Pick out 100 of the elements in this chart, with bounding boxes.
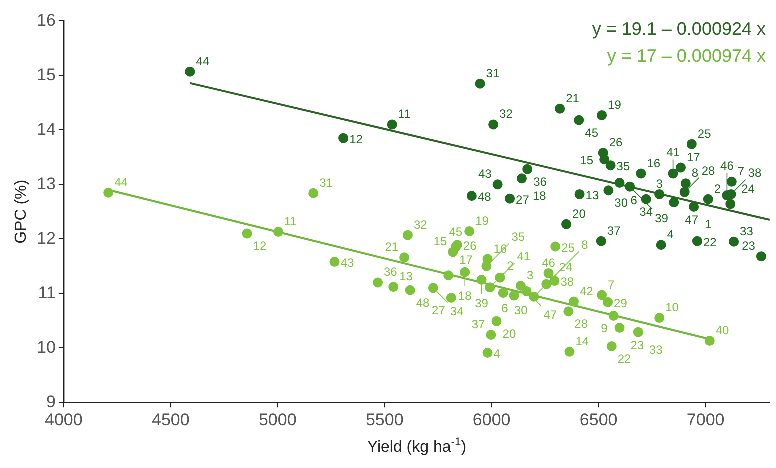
y-tick-label: 9 — [46, 392, 56, 412]
annotation: 1 — [705, 217, 712, 232]
point — [692, 236, 702, 246]
annotation: 46 — [542, 256, 556, 270]
point — [680, 187, 690, 198]
annotation: 43 — [340, 256, 354, 270]
annotation: 27 — [432, 303, 446, 318]
point — [486, 330, 496, 340]
annotation: 23 — [630, 338, 644, 352]
annotation: 21 — [566, 91, 580, 106]
annotation: 35 — [512, 230, 526, 244]
annotation: 34 — [640, 204, 654, 219]
annotation: 48 — [416, 296, 430, 310]
point — [338, 133, 349, 144]
point — [564, 346, 575, 357]
x-tick-label: 4000 — [44, 410, 83, 430]
point — [641, 194, 652, 204]
point — [388, 282, 399, 292]
annotation: 36 — [534, 174, 548, 189]
y-tick-label: 12 — [36, 228, 56, 248]
annotation: 20 — [572, 206, 586, 221]
point — [562, 219, 572, 230]
point — [522, 164, 533, 174]
annotation: 8 — [692, 166, 699, 180]
point — [726, 199, 736, 210]
annotation: 31 — [486, 66, 500, 80]
annotation: 12 — [350, 132, 364, 146]
y-axis-title: GPC (%) — [13, 180, 30, 244]
point — [444, 270, 454, 281]
point — [529, 292, 540, 302]
annotation: 25 — [698, 126, 712, 141]
annotation: 37 — [607, 224, 622, 238]
point — [492, 180, 503, 190]
point — [597, 110, 608, 120]
point — [185, 66, 196, 77]
y-tick-label: 13 — [36, 174, 56, 194]
point — [656, 240, 666, 250]
annotation: 4 — [667, 228, 674, 242]
point — [400, 252, 410, 263]
point — [464, 226, 475, 237]
point — [654, 313, 665, 324]
annotation: 11 — [284, 214, 298, 229]
annotation: 23 — [742, 239, 756, 254]
point — [542, 279, 552, 290]
point — [330, 257, 340, 268]
y-tick-label: 15 — [36, 65, 56, 84]
point — [482, 261, 492, 272]
annotation: 10 — [666, 300, 680, 315]
annotation: 24 — [742, 182, 756, 196]
annotation: 42 — [580, 284, 594, 298]
annotation: 19 — [476, 214, 490, 228]
point — [726, 176, 737, 187]
annotation: 30 — [514, 304, 528, 318]
point — [387, 120, 398, 130]
annotation: 46 — [720, 159, 734, 174]
x-tick-label: 4500 — [152, 410, 190, 430]
point — [446, 292, 456, 303]
y-tick-label: 16 — [36, 10, 56, 30]
point — [676, 162, 686, 173]
point — [680, 178, 691, 189]
x-tick-label: 6000 — [472, 410, 511, 430]
point — [475, 78, 486, 89]
annotation: 39 — [475, 296, 489, 311]
point — [373, 278, 384, 288]
annotation: 6 — [630, 194, 638, 208]
annotation: 13 — [400, 270, 414, 284]
point — [597, 290, 608, 300]
annotation: 48 — [478, 190, 492, 204]
annotation: 29 — [614, 296, 628, 310]
annotation: 22 — [703, 235, 718, 250]
annotation: 32 — [500, 107, 514, 122]
x-tick-label: 7000 — [686, 410, 725, 430]
annotation: 14 — [576, 334, 590, 348]
point — [564, 306, 574, 317]
point — [488, 120, 499, 130]
x-tick-label: 5000 — [258, 410, 297, 430]
annotation: 26 — [609, 136, 623, 150]
annotation: 6 — [502, 301, 509, 316]
annotation: y = 19.1 – 0.000924 x — [592, 19, 766, 40]
point — [509, 290, 520, 301]
point — [516, 281, 526, 291]
point — [608, 310, 619, 321]
point — [704, 336, 715, 346]
annotation: 34 — [450, 304, 464, 319]
point — [703, 194, 714, 204]
point — [614, 178, 625, 188]
point — [614, 322, 625, 333]
point — [636, 168, 646, 179]
y-tick-label: 10 — [36, 338, 56, 357]
point — [460, 267, 470, 278]
annotation: 15 — [580, 154, 594, 168]
point — [569, 296, 580, 307]
x-tick-label: 6500 — [580, 410, 618, 430]
annotation: 4 — [494, 347, 501, 362]
annotation: 44 — [196, 54, 210, 68]
point — [274, 227, 284, 238]
annotation: 39 — [655, 211, 669, 226]
annotation: 40 — [716, 324, 730, 338]
annotation: 31 — [320, 176, 334, 190]
point — [476, 275, 487, 286]
